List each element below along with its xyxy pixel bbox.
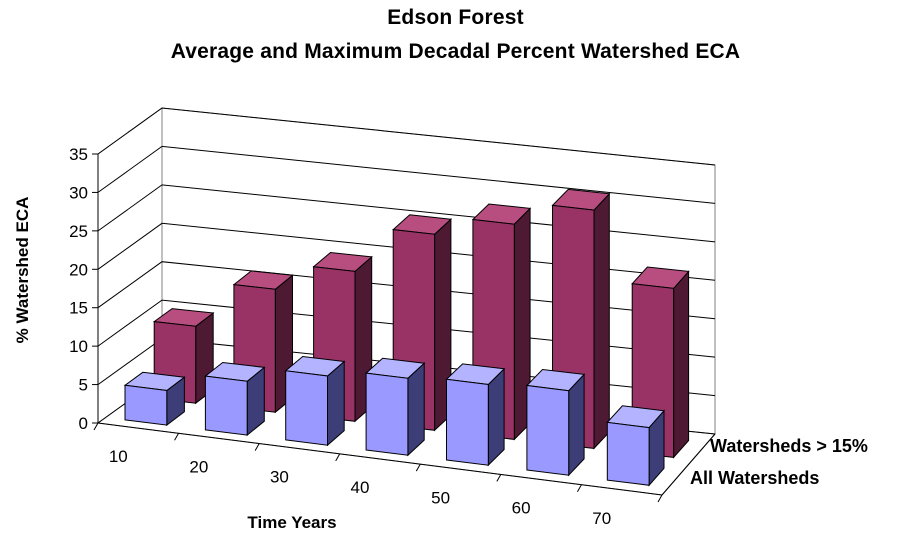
gridline (97, 299, 716, 358)
bar-all-watersheds (123, 371, 186, 427)
y-tick-label: 30 (69, 183, 88, 202)
x-tick-label: 60 (512, 499, 531, 518)
gridline (97, 107, 716, 166)
bar-all-watersheds (606, 405, 666, 487)
bar-all-watersheds (525, 368, 586, 477)
x-axis-label: Time Years (247, 513, 336, 532)
bar-watersheds-15-side (673, 270, 690, 459)
y-tick-label: 0 (79, 414, 88, 433)
y-tick-label: 35 (69, 145, 88, 164)
chart-title: Edson Forest (387, 6, 524, 29)
bar-all-watersheds-front (446, 378, 489, 466)
x-tick-mark (496, 474, 502, 482)
y-tick-label: 20 (69, 260, 88, 279)
bar-all-watersheds-front (124, 384, 168, 426)
bar-all-watersheds (204, 361, 266, 437)
bar-all-watersheds-side (568, 373, 585, 477)
x-tick-mark (657, 494, 663, 503)
series-label-all-watersheds: All Watersheds (690, 468, 819, 488)
y-tick-label: 15 (69, 299, 88, 318)
bar-all-watersheds (284, 355, 346, 447)
x-axis-line (97, 422, 663, 496)
x-tick-label: 40 (351, 478, 370, 497)
bar-all-watersheds-side (407, 362, 425, 457)
x-tick-mark (254, 443, 260, 451)
x-tick-mark (335, 453, 341, 462)
x-tick-mark (93, 422, 99, 431)
x-tick-label: 50 (431, 488, 450, 507)
bars (123, 188, 690, 487)
bar-all-watersheds-front (526, 384, 570, 476)
x-tick-mark (174, 433, 180, 441)
y-tick-label: 5 (79, 376, 88, 395)
chart-subtitle: Average and Maximum Decadal Percent Wate… (170, 40, 741, 63)
y-tick-labels: 0 5 10 15 20 25 30 35 (69, 145, 88, 433)
bar-all-watersheds-front (285, 370, 328, 446)
x-tick-mark (576, 484, 582, 492)
bar-all-watersheds-front (365, 372, 409, 456)
y-tick-label: 25 (69, 222, 88, 241)
bar-all-watersheds-front (204, 375, 248, 436)
gridline (97, 145, 716, 204)
depth-axis-line (661, 433, 716, 496)
gridline (97, 261, 716, 320)
y-tick-label: 10 (69, 337, 88, 356)
bar-all-watersheds (445, 363, 506, 467)
x-tick-labels: 10 20 30 40 50 60 70 (93, 422, 663, 528)
bar-all-watersheds-front (606, 421, 650, 486)
x-tick-label: 10 (109, 447, 128, 466)
x-tick-label: 70 (592, 509, 611, 528)
x-tick-mark (415, 463, 421, 472)
y-axis-label: % Watershed ECA (13, 197, 32, 344)
x-tick-label: 20 (189, 457, 208, 476)
gridline (97, 222, 716, 281)
bar-all-watersheds (364, 357, 426, 457)
gridline (97, 184, 716, 243)
x-tick-label: 30 (270, 468, 289, 487)
bar-watersheds-15-side (593, 192, 610, 450)
bar-all-watersheds-side (487, 367, 505, 467)
series-label-watersheds-15: Watersheds > 15% (710, 436, 868, 456)
